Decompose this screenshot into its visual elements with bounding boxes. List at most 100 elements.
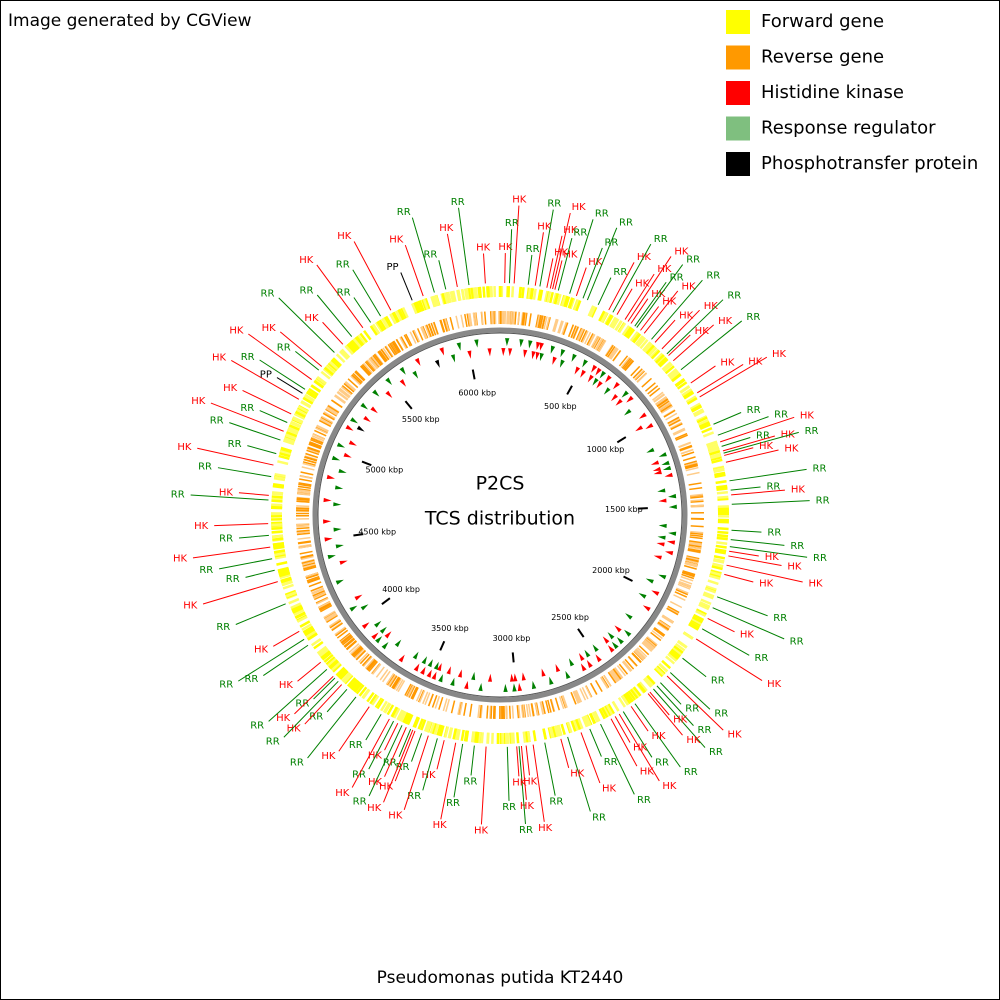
feature-line: [721, 437, 751, 447]
forward-gene: [598, 310, 606, 322]
feature-marker: [646, 447, 655, 453]
reverse-gene: [688, 543, 702, 547]
feature-label: RR: [619, 217, 633, 228]
feature-line: [411, 217, 435, 293]
feature-label: HK: [498, 242, 513, 253]
forward-gene: [348, 341, 358, 352]
forward-gene: [460, 288, 466, 301]
feature-marker: [592, 644, 599, 652]
reverse-gene: [361, 363, 372, 375]
forward-gene: [714, 550, 726, 555]
forward-gene: [411, 303, 418, 315]
reverse-gene: [343, 383, 355, 393]
reverse-gene: [296, 526, 310, 530]
reverse-gene: [567, 324, 575, 338]
reverse-gene: [334, 626, 346, 636]
reverse-gene: [680, 575, 694, 582]
forward-gene: [645, 344, 655, 355]
feature-line: [653, 688, 706, 748]
feature-marker: [657, 488, 666, 493]
forward-gene: [369, 693, 378, 705]
feature-marker: [624, 629, 632, 637]
feature-label: HK: [809, 578, 824, 589]
reverse-gene: [306, 448, 320, 454]
feature-label: HK: [476, 243, 491, 254]
reverse-gene: [610, 348, 619, 360]
forward-gene: [716, 541, 728, 546]
reverse-gene: [417, 689, 425, 703]
feature-line: [368, 725, 403, 797]
forward-gene: [708, 447, 720, 454]
forward-gene: [679, 385, 691, 394]
feature-label: RR: [711, 675, 725, 686]
forward-gene: [322, 367, 333, 377]
feature-line: [546, 258, 554, 288]
reverse-gene: [685, 559, 699, 564]
forward-gene: [675, 378, 686, 388]
reverse-gene: [354, 371, 365, 382]
feature-label: RR: [502, 802, 516, 813]
forward-gene: [685, 395, 697, 404]
reverse-gene: [343, 637, 355, 648]
forward-gene: [341, 672, 351, 682]
feature-label: HK: [602, 784, 617, 795]
feature-marker: [574, 366, 581, 375]
reverse-gene: [546, 317, 551, 331]
forward-gene: [717, 530, 729, 535]
forward-gene: [699, 423, 711, 430]
forward-gene: [406, 714, 414, 726]
reverse-gene: [522, 312, 526, 326]
forward-gene: [593, 710, 601, 722]
forward-gene: [626, 328, 636, 339]
feature-marker: [642, 605, 651, 612]
feature-marker: [625, 613, 633, 620]
feature-line: [682, 657, 707, 678]
reverse-gene: [341, 634, 353, 645]
reverse-gene: [521, 312, 525, 326]
feature-line: [190, 494, 269, 501]
reverse-gene: [684, 463, 698, 468]
reverse-gene: [296, 530, 310, 534]
feature-label: HK: [379, 782, 394, 793]
feature-marker: [603, 387, 611, 395]
feature-line: [729, 546, 808, 558]
forward-gene: [625, 327, 634, 338]
feature-line: [453, 743, 464, 798]
reverse-gene: [359, 653, 370, 665]
forward-gene: [673, 645, 684, 654]
feature-marker: [336, 442, 346, 448]
feature-label: RR: [396, 762, 410, 773]
forward-gene: [710, 570, 722, 577]
forward-gene: [573, 299, 580, 311]
reverse-gene: [387, 674, 397, 687]
feature-marker: [372, 389, 380, 397]
feature-label: HK: [651, 289, 666, 300]
forward-gene: [716, 533, 729, 538]
feature-label: HK: [748, 356, 763, 367]
feature-line: [569, 219, 594, 294]
forward-gene: [393, 707, 401, 719]
reverse-gene: [545, 700, 550, 714]
reverse-gene: [516, 705, 520, 719]
reverse-gene: [661, 615, 674, 624]
forward-gene: [632, 686, 642, 697]
feature-line: [624, 273, 655, 320]
reverse-gene: [352, 372, 363, 384]
reverse-gene: [622, 660, 633, 672]
feature-line: [192, 546, 271, 559]
feature-line: [723, 431, 799, 454]
reverse-gene: [355, 370, 366, 381]
reverse-gene: [340, 633, 352, 643]
forward-gene: [588, 713, 596, 725]
forward-gene: [548, 726, 554, 739]
reverse-gene: [307, 447, 320, 453]
feature-line: [384, 727, 407, 777]
ruler-label: 2000 kbp: [592, 566, 630, 575]
feature-line: [383, 729, 414, 803]
feature-marker: [666, 540, 676, 545]
forward-gene: [698, 421, 710, 428]
feature-line: [403, 735, 429, 810]
ruler-label: 3000 kbp: [493, 634, 531, 643]
feature-line: [513, 205, 520, 284]
reverse-gene: [312, 433, 325, 440]
